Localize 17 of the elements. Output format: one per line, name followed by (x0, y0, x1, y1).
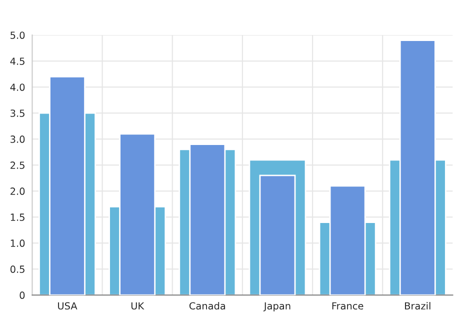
y-tick-label: 4.5 (10, 58, 24, 65)
x-tick-label: France (332, 302, 364, 310)
y-tick-label: 3.0 (10, 136, 25, 143)
x-tick-label: Canada (189, 302, 226, 310)
y-tick-label: 0 (20, 292, 25, 299)
x-tick-label: UK (131, 302, 144, 310)
x-tick-label: Japan (263, 302, 290, 312)
y-tick-label: 4.0 (10, 84, 25, 91)
y-tick-label: 0.5 (10, 266, 24, 273)
y-tick-label: 5.0 (10, 32, 25, 39)
y-tick-label: 2.0 (10, 188, 25, 195)
y-tick-label: 1.5 (10, 214, 24, 221)
y-tick-label: 2.5 (10, 162, 24, 169)
y-tick-label: 3.5 (10, 110, 24, 117)
x-tick-label: Brazil (405, 302, 430, 310)
x-tick-label: USA (58, 302, 78, 310)
y-tick-label: 1.0 (10, 240, 25, 247)
